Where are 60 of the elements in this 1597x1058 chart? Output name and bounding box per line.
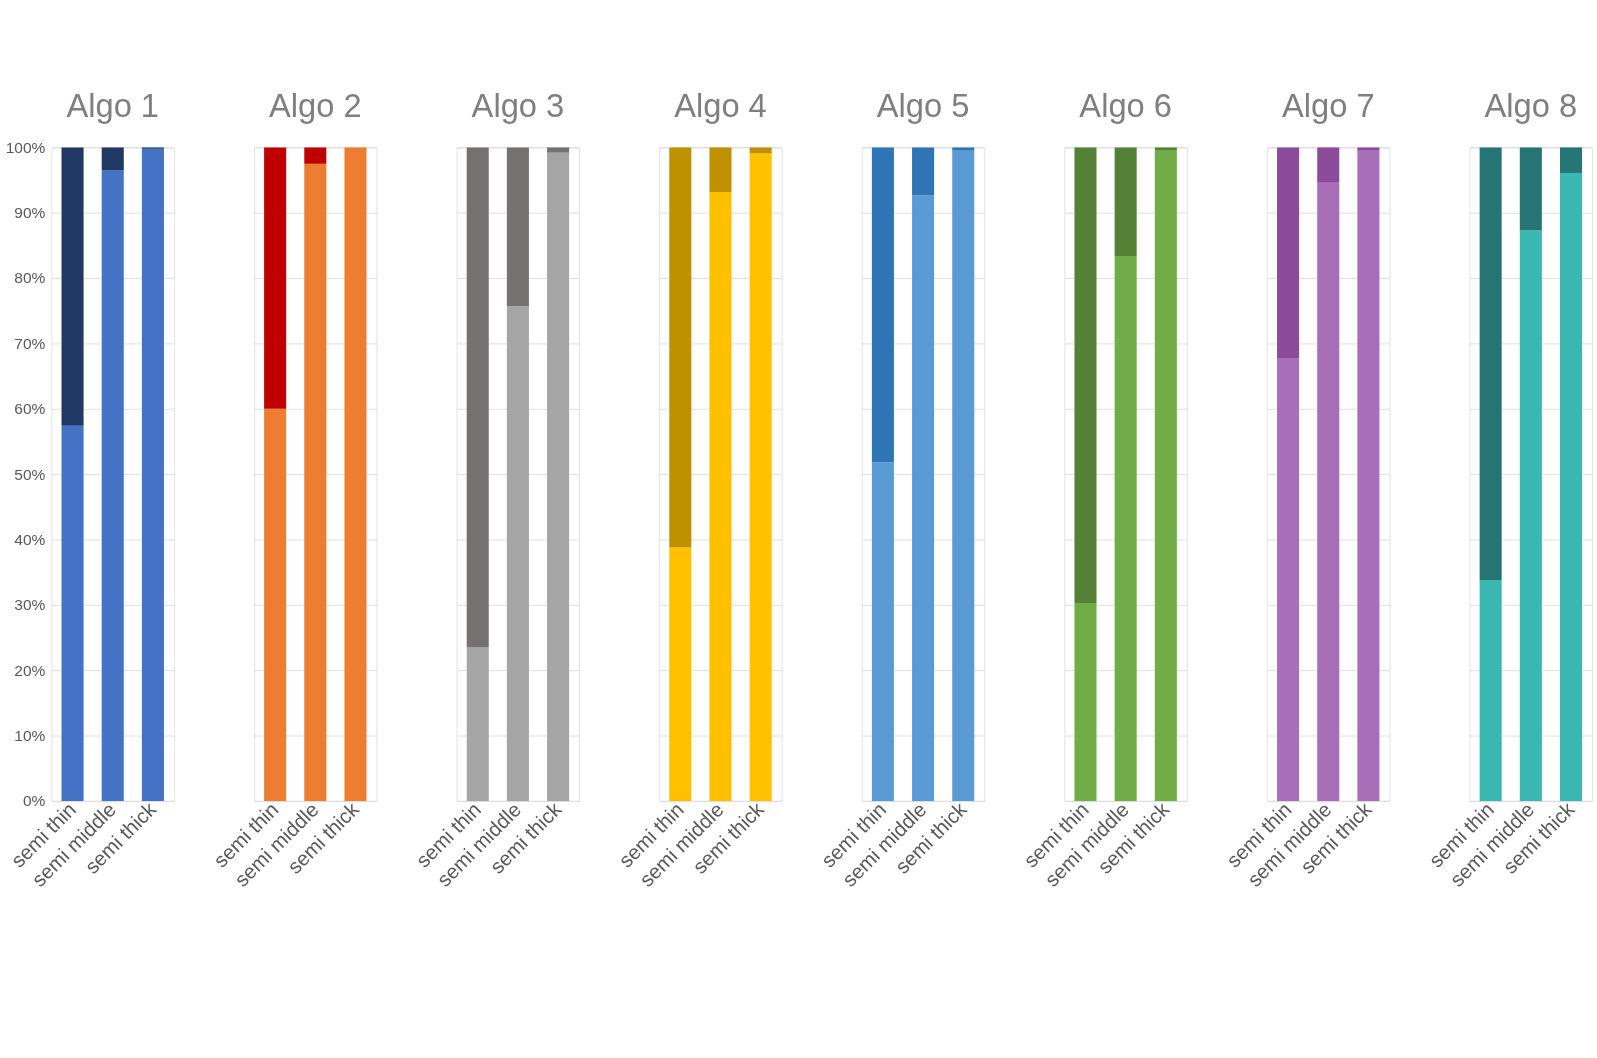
bar (1317, 182, 1340, 801)
bar (466, 647, 489, 801)
bar (709, 191, 732, 801)
bar (1114, 147, 1137, 256)
bar (669, 547, 692, 801)
y-tick-label: 70% (14, 334, 46, 352)
bar (101, 170, 124, 801)
bar (1074, 602, 1097, 801)
bar (912, 147, 935, 196)
bar (1559, 147, 1583, 173)
bar (1519, 147, 1542, 231)
bar (61, 147, 84, 426)
chart-title: Algo 8 (1484, 87, 1578, 125)
y-tick-label: 100% (5, 138, 46, 156)
bar (141, 148, 164, 801)
chart-title: Algo 4 (674, 87, 767, 125)
y-tick-label: 40% (14, 530, 46, 548)
bar (1154, 150, 1177, 801)
chart-title: Algo 3 (471, 87, 565, 125)
chart-title: Algo 2 (269, 87, 362, 125)
bar (101, 147, 124, 171)
bar (1519, 230, 1542, 801)
bar (1559, 172, 1583, 801)
bar (506, 147, 529, 307)
bar (1074, 147, 1097, 603)
bar (547, 152, 570, 801)
bar (912, 195, 935, 801)
y-tick-label: 10% (14, 726, 46, 744)
bar (1479, 147, 1502, 581)
bar (1479, 580, 1502, 801)
bar (669, 147, 692, 548)
bar (506, 306, 529, 801)
bar (1114, 255, 1137, 801)
chart-title: Algo 7 (1281, 87, 1375, 125)
bar (871, 147, 894, 463)
bar (1277, 357, 1300, 801)
y-tick-label: 90% (14, 204, 46, 222)
chart-title: Algo 6 (1079, 87, 1172, 125)
bar (952, 150, 975, 801)
y-tick-label: 30% (14, 596, 46, 614)
chart-title: Algo 1 (66, 87, 160, 125)
bar (749, 153, 772, 801)
bar (466, 147, 489, 648)
bar (1357, 147, 1380, 151)
y-tick-label: 20% (14, 661, 46, 679)
y-tick-label: 60% (14, 400, 46, 418)
bar (1357, 150, 1380, 801)
bar (952, 147, 975, 151)
y-tick-label: 80% (14, 269, 46, 287)
bar (1154, 147, 1177, 151)
bar (749, 147, 772, 154)
bar (709, 147, 732, 192)
y-tick-label: 0% (22, 792, 46, 810)
y-tick-label: 50% (14, 465, 46, 483)
bar (547, 147, 570, 153)
bar (871, 462, 894, 801)
bar (61, 425, 84, 801)
chart-title: Algo 5 (876, 87, 970, 125)
bar (1277, 147, 1300, 358)
bar (1317, 147, 1340, 183)
